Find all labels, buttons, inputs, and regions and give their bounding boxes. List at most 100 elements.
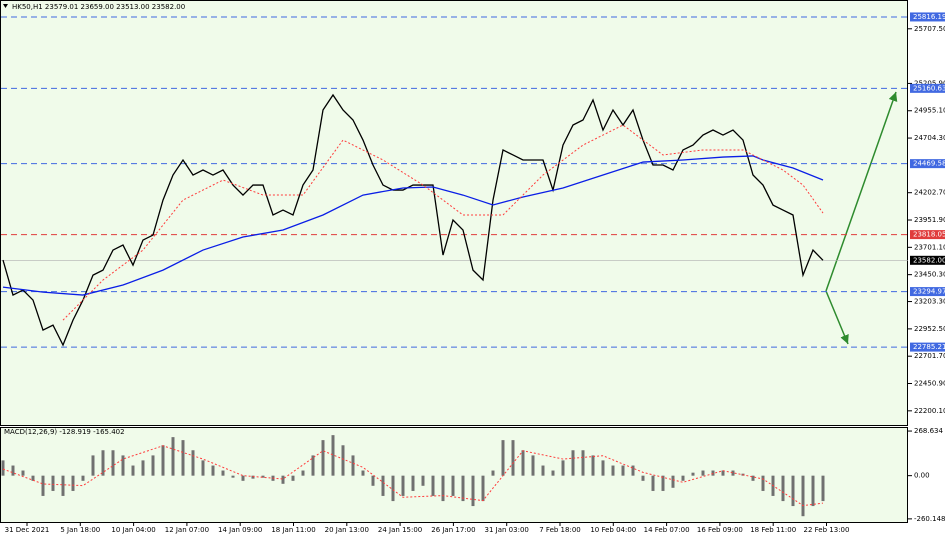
level-label: 23294.97 (913, 288, 945, 296)
level-label: 25816.19 (913, 13, 945, 21)
macd-title: MACD(12,26,9) -128.919 -165.402 (4, 428, 125, 436)
x-tick-label: 26 Jan 17:00 (431, 526, 475, 534)
histogram-bar (761, 475, 765, 491)
histogram-bar (151, 455, 155, 476)
y-tick-label: 23951.90 (914, 216, 945, 224)
level-label: 24469.58 (913, 160, 945, 168)
histogram-bar (51, 475, 55, 491)
histogram-bar (571, 450, 575, 476)
x-tick-label: 18 Jan 11:00 (271, 526, 315, 534)
histogram-bar (581, 450, 585, 476)
histogram-bar (131, 465, 135, 476)
y-tick-label: 25205.90 (914, 79, 945, 87)
y-tick-label: 268.634 (914, 427, 943, 435)
histogram-bar (231, 475, 235, 478)
histogram-bar (361, 470, 365, 476)
y-tick-label: 25707.50 (914, 25, 945, 33)
histogram-bar (721, 470, 725, 476)
histogram-bar (251, 475, 255, 479)
histogram-bar (811, 475, 815, 507)
level-label: 25160.63 (913, 84, 945, 92)
histogram-bar (731, 470, 735, 476)
histogram-bar (211, 465, 215, 476)
histogram-bar (311, 455, 315, 476)
y-tick-label: 24955.10 (914, 107, 945, 115)
histogram-bar (471, 475, 475, 507)
histogram-bar (801, 475, 805, 517)
plot-layer: 25707.50 25205.90 24955.10 24704.30 24202.70… (1, 12, 945, 534)
x-tick-label: 24 Jan 15:00 (378, 526, 422, 534)
x-tick-label: 20 Jan 13:00 (325, 526, 369, 534)
histogram-bar (441, 475, 445, 502)
histogram-bar (281, 475, 285, 484)
histogram-bar (61, 475, 65, 496)
histogram-bar (651, 475, 655, 491)
histogram-bar (781, 475, 785, 502)
histogram-bar (541, 465, 545, 476)
x-tick-label: 22 Feb 13:00 (804, 526, 850, 534)
histogram-bar (481, 475, 485, 502)
histogram-bar (31, 475, 35, 481)
y-tick-label: 0.00 (914, 472, 930, 480)
histogram-bar (321, 440, 325, 476)
histogram-bar (71, 475, 75, 491)
histogram-bar (301, 470, 305, 476)
level-label: 23818.05 (913, 231, 945, 239)
histogram-bar (351, 455, 355, 476)
x-tick-label: 16 Feb 09:00 (697, 526, 743, 534)
x-tick-label: 31 Jan 03:00 (485, 526, 529, 534)
y-tick-label: 24704.30 (914, 134, 945, 142)
y-tick-label: 22450.90 (914, 380, 945, 388)
histogram-bar (681, 475, 685, 481)
y-tick-label: 23701.10 (914, 243, 945, 251)
histogram-bar (751, 475, 755, 481)
histogram-bar (451, 475, 455, 496)
x-tick-label: 14 Feb 07:00 (644, 526, 690, 534)
histogram-bar (241, 475, 245, 481)
y-tick-label: 24202.70 (914, 189, 945, 197)
histogram-bar (551, 470, 555, 476)
histogram-bar (221, 470, 225, 476)
histogram-bar (21, 470, 25, 476)
indicator-line (2, 155, 824, 296)
histogram-bar (671, 475, 675, 488)
histogram-bar (191, 450, 195, 476)
x-tick-label: 14 Jan 09:00 (218, 526, 262, 534)
histogram-bar (41, 475, 45, 496)
histogram-bar (821, 475, 825, 502)
current-price-tag (910, 255, 945, 265)
histogram-bar (291, 475, 295, 481)
level-tag (910, 12, 945, 22)
histogram-bar (621, 465, 625, 476)
x-tick-label: 18 Feb 11:00 (750, 526, 796, 534)
histogram-bar (261, 475, 265, 478)
histogram-bar (341, 445, 345, 476)
histogram-bar (411, 475, 415, 491)
histogram-bar (201, 460, 205, 476)
histogram-bar (391, 475, 395, 502)
level-tag (910, 83, 945, 93)
level-tag (910, 287, 945, 297)
current-price-label: 23582.00 (913, 256, 945, 264)
histogram-bar (691, 472, 695, 476)
histogram-bar (501, 440, 505, 476)
y-tick-label: 23450.30 (914, 271, 945, 279)
level-label: 22785.21 (913, 343, 945, 351)
y-tick-label: 22952.50 (914, 325, 945, 333)
x-tick-label: 5 Jan 18:00 (60, 526, 100, 534)
level-tag (910, 159, 945, 169)
histogram-bar (171, 437, 175, 476)
x-tick-label: 12 Jan 07:00 (165, 526, 209, 534)
y-tick-label: 23203.30 (914, 298, 945, 306)
histogram-bar (701, 470, 705, 476)
histogram-bar (1, 460, 5, 476)
forecast-arrow-up (825, 91, 898, 292)
histogram-bar (591, 455, 595, 476)
histogram-bar (11, 465, 15, 476)
histogram-bar (791, 475, 795, 507)
histogram-bar (141, 460, 145, 476)
histogram-bar (371, 475, 375, 486)
menu-arrow[interactable] (3, 4, 8, 8)
